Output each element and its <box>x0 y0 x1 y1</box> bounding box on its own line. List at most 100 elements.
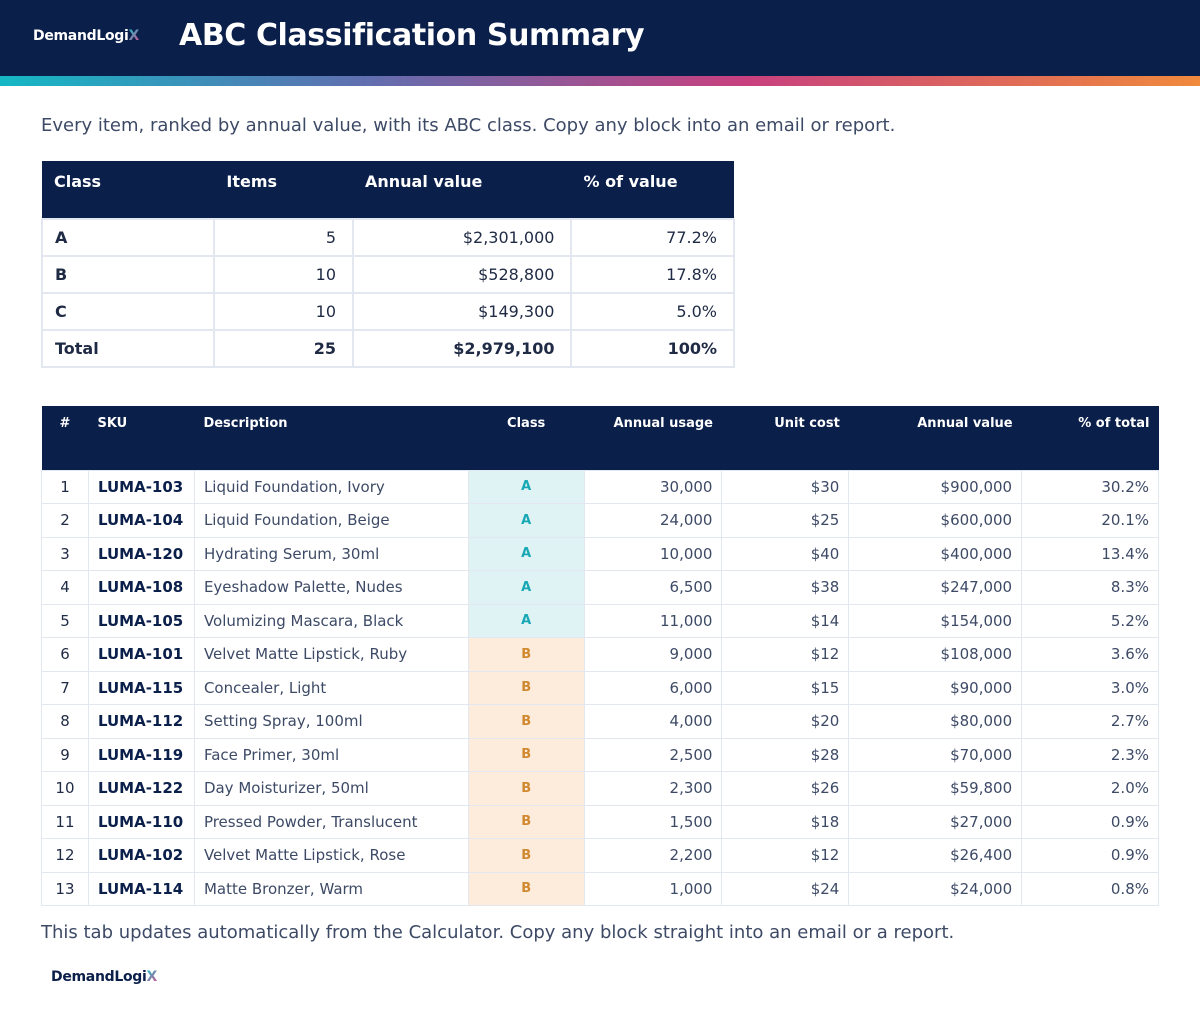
item-usage-cell[interactable]: 2,300 <box>583 771 723 806</box>
item-description-cell[interactable]: Velvet Matte Lipstick, Rose <box>193 838 469 873</box>
item-description-cell[interactable]: Volumizing Mascara, Black <box>193 603 469 638</box>
summary-value-cell[interactable]: $149,300 <box>351 292 573 331</box>
item-pct-total-cell[interactable]: 2.7% <box>1021 704 1159 739</box>
item-pct-total-cell[interactable]: 0.9% <box>1021 804 1159 839</box>
item-annual-value-cell[interactable]: $70,000 <box>848 737 1023 772</box>
item-description-cell[interactable]: Setting Spray, 100ml <box>193 704 469 739</box>
item-unit-cost-cell[interactable]: $28 <box>721 737 850 772</box>
summary-value-cell[interactable]: $528,800 <box>351 255 573 294</box>
item-pct-total-cell[interactable]: 2.3% <box>1021 737 1159 772</box>
item-description-cell[interactable]: Matte Bronzer, Warm <box>193 871 469 906</box>
item-class-cell[interactable]: A <box>467 469 585 504</box>
item-class-cell[interactable]: B <box>467 637 585 672</box>
summary-class-cell[interactable]: C <box>40 292 216 331</box>
item-rank-cell[interactable]: 1 <box>41 469 89 504</box>
item-sku-cell[interactable]: LUMA-105 <box>87 603 195 638</box>
summary-class-cell[interactable]: B <box>40 255 216 294</box>
item-class-cell[interactable]: B <box>467 838 585 873</box>
item-annual-value-cell[interactable]: $900,000 <box>848 469 1023 504</box>
item-rank-cell[interactable]: 2 <box>41 503 89 538</box>
item-sku-cell[interactable]: LUMA-108 <box>87 570 195 605</box>
item-usage-cell[interactable]: 6,000 <box>583 670 723 705</box>
item-class-cell[interactable]: B <box>467 804 585 839</box>
item-usage-cell[interactable]: 2,500 <box>583 737 723 772</box>
item-unit-cost-cell[interactable]: $15 <box>721 670 850 705</box>
item-usage-cell[interactable]: 2,200 <box>583 838 723 873</box>
item-class-cell[interactable]: B <box>467 771 585 806</box>
item-class-cell[interactable]: B <box>467 871 585 906</box>
item-sku-cell[interactable]: LUMA-114 <box>87 871 195 906</box>
item-class-cell[interactable]: B <box>467 704 585 739</box>
summary-total-value[interactable]: $2,979,100 <box>351 329 573 368</box>
items-ranking-table[interactable]: # SKU Description Class Annual usage Uni… <box>41 406 1159 906</box>
item-sku-cell[interactable]: LUMA-102 <box>87 838 195 873</box>
item-annual-value-cell[interactable]: $400,000 <box>848 536 1023 571</box>
item-sku-cell[interactable]: LUMA-103 <box>87 469 195 504</box>
item-class-cell[interactable]: A <box>467 503 585 538</box>
item-annual-value-cell[interactable]: $26,400 <box>848 838 1023 873</box>
item-unit-cost-cell[interactable]: $18 <box>721 804 850 839</box>
item-description-cell[interactable]: Eyeshadow Palette, Nudes <box>193 570 469 605</box>
item-usage-cell[interactable]: 1,000 <box>583 871 723 906</box>
item-unit-cost-cell[interactable]: $25 <box>721 503 850 538</box>
item-sku-cell[interactable]: LUMA-112 <box>87 704 195 739</box>
item-annual-value-cell[interactable]: $27,000 <box>848 804 1023 839</box>
item-rank-cell[interactable]: 9 <box>41 737 89 772</box>
summary-total-label[interactable]: Total <box>40 329 216 368</box>
item-sku-cell[interactable]: LUMA-119 <box>87 737 195 772</box>
item-annual-value-cell[interactable]: $247,000 <box>848 570 1023 605</box>
summary-total-items[interactable]: 25 <box>213 329 354 368</box>
item-unit-cost-cell[interactable]: $30 <box>721 469 850 504</box>
item-unit-cost-cell[interactable]: $20 <box>721 704 850 739</box>
summary-items-cell[interactable]: 5 <box>213 218 354 257</box>
item-pct-total-cell[interactable]: 2.0% <box>1021 771 1159 806</box>
item-description-cell[interactable]: Pressed Powder, Translucent <box>193 804 469 839</box>
item-pct-total-cell[interactable]: 3.6% <box>1021 637 1159 672</box>
item-rank-cell[interactable]: 5 <box>41 603 89 638</box>
item-rank-cell[interactable]: 4 <box>41 570 89 605</box>
item-sku-cell[interactable]: LUMA-110 <box>87 804 195 839</box>
item-description-cell[interactable]: Concealer, Light <box>193 670 469 705</box>
item-rank-cell[interactable]: 8 <box>41 704 89 739</box>
item-pct-total-cell[interactable]: 5.2% <box>1021 603 1159 638</box>
item-rank-cell[interactable]: 11 <box>41 804 89 839</box>
summary-total-pct[interactable]: 100% <box>570 329 735 368</box>
item-description-cell[interactable]: Velvet Matte Lipstick, Ruby <box>193 637 469 672</box>
summary-class-cell[interactable]: A <box>40 218 216 257</box>
item-description-cell[interactable]: Liquid Foundation, Ivory <box>193 469 469 504</box>
item-pct-total-cell[interactable]: 0.9% <box>1021 838 1159 873</box>
item-description-cell[interactable]: Day Moisturizer, 50ml <box>193 771 469 806</box>
item-description-cell[interactable]: Hydrating Serum, 30ml <box>193 536 469 571</box>
item-sku-cell[interactable]: LUMA-120 <box>87 536 195 571</box>
item-rank-cell[interactable]: 13 <box>41 871 89 906</box>
item-annual-value-cell[interactable]: $80,000 <box>848 704 1023 739</box>
item-annual-value-cell[interactable]: $154,000 <box>848 603 1023 638</box>
item-usage-cell[interactable]: 4,000 <box>583 704 723 739</box>
item-annual-value-cell[interactable]: $90,000 <box>848 670 1023 705</box>
item-pct-total-cell[interactable]: 20.1% <box>1021 503 1159 538</box>
item-pct-total-cell[interactable]: 3.0% <box>1021 670 1159 705</box>
item-annual-value-cell[interactable]: $59,800 <box>848 771 1023 806</box>
item-usage-cell[interactable]: 24,000 <box>583 503 723 538</box>
item-unit-cost-cell[interactable]: $24 <box>721 871 850 906</box>
item-pct-total-cell[interactable]: 8.3% <box>1021 570 1159 605</box>
item-pct-total-cell[interactable]: 30.2% <box>1021 469 1159 504</box>
item-description-cell[interactable]: Liquid Foundation, Beige <box>193 503 469 538</box>
item-annual-value-cell[interactable]: $24,000 <box>848 871 1023 906</box>
item-rank-cell[interactable]: 6 <box>41 637 89 672</box>
item-usage-cell[interactable]: 9,000 <box>583 637 723 672</box>
item-usage-cell[interactable]: 11,000 <box>583 603 723 638</box>
summary-pct-cell[interactable]: 17.8% <box>570 255 735 294</box>
item-class-cell[interactable]: A <box>467 536 585 571</box>
item-usage-cell[interactable]: 30,000 <box>583 469 723 504</box>
item-sku-cell[interactable]: LUMA-122 <box>87 771 195 806</box>
item-annual-value-cell[interactable]: $108,000 <box>848 637 1023 672</box>
item-rank-cell[interactable]: 12 <box>41 838 89 873</box>
item-sku-cell[interactable]: LUMA-101 <box>87 637 195 672</box>
item-unit-cost-cell[interactable]: $12 <box>721 838 850 873</box>
item-usage-cell[interactable]: 1,500 <box>583 804 723 839</box>
item-rank-cell[interactable]: 10 <box>41 771 89 806</box>
item-unit-cost-cell[interactable]: $12 <box>721 637 850 672</box>
item-annual-value-cell[interactable]: $600,000 <box>848 503 1023 538</box>
item-unit-cost-cell[interactable]: $26 <box>721 771 850 806</box>
